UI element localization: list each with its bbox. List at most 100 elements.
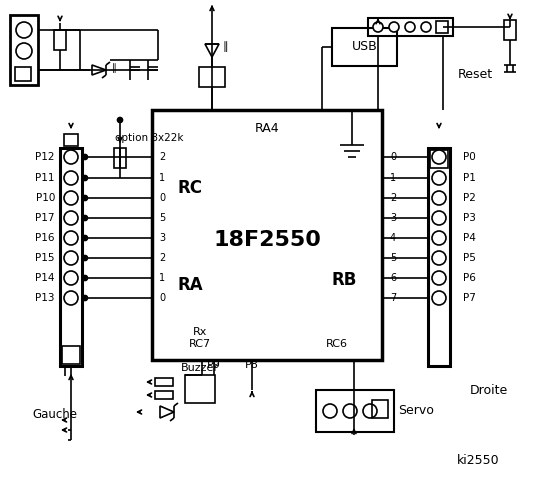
Circle shape xyxy=(64,291,78,305)
Bar xyxy=(504,20,516,40)
Circle shape xyxy=(363,404,377,418)
Circle shape xyxy=(16,22,32,38)
Text: 1: 1 xyxy=(159,273,165,283)
Bar xyxy=(372,400,388,418)
Bar xyxy=(155,378,173,386)
Circle shape xyxy=(82,296,87,300)
Circle shape xyxy=(432,191,446,205)
Circle shape xyxy=(82,195,87,201)
Text: RA4: RA4 xyxy=(255,121,279,134)
Circle shape xyxy=(64,231,78,245)
Circle shape xyxy=(117,118,123,122)
Text: P12: P12 xyxy=(35,152,55,162)
Bar xyxy=(15,67,31,81)
Text: P4: P4 xyxy=(463,233,476,243)
Circle shape xyxy=(389,22,399,32)
Text: 2: 2 xyxy=(390,193,396,203)
Text: 3: 3 xyxy=(390,213,396,223)
Text: P9: P9 xyxy=(207,360,221,370)
Circle shape xyxy=(64,211,78,225)
Text: Gauche: Gauche xyxy=(33,408,77,421)
Text: P13: P13 xyxy=(35,293,55,303)
Bar xyxy=(152,110,382,360)
Circle shape xyxy=(64,171,78,185)
Text: 2: 2 xyxy=(159,253,165,263)
Text: RC7: RC7 xyxy=(189,339,211,349)
Text: ∥: ∥ xyxy=(112,63,117,73)
Text: 3: 3 xyxy=(159,233,165,243)
Bar xyxy=(114,148,126,168)
Text: USB: USB xyxy=(352,40,377,53)
Text: 7: 7 xyxy=(390,293,396,303)
Circle shape xyxy=(432,231,446,245)
Text: 5: 5 xyxy=(390,253,396,263)
Text: 0: 0 xyxy=(159,193,165,203)
Bar xyxy=(436,21,448,33)
Circle shape xyxy=(432,251,446,265)
Text: P14: P14 xyxy=(35,273,55,283)
Text: 0: 0 xyxy=(159,293,165,303)
Text: 5: 5 xyxy=(159,213,165,223)
Bar xyxy=(316,390,394,432)
Bar xyxy=(185,375,215,403)
Text: RA: RA xyxy=(177,276,203,294)
Circle shape xyxy=(64,191,78,205)
Circle shape xyxy=(432,171,446,185)
Bar xyxy=(155,391,173,399)
Circle shape xyxy=(64,150,78,164)
Bar xyxy=(64,134,78,146)
Bar xyxy=(430,150,448,168)
Text: P17: P17 xyxy=(35,213,55,223)
Text: Droite: Droite xyxy=(470,384,508,397)
Text: option 8x22k: option 8x22k xyxy=(115,133,184,143)
Text: Rx: Rx xyxy=(193,327,207,337)
Circle shape xyxy=(64,251,78,265)
Circle shape xyxy=(421,22,431,32)
Text: ∥: ∥ xyxy=(222,42,228,52)
Bar xyxy=(54,30,66,50)
Bar xyxy=(10,15,38,85)
Text: 6: 6 xyxy=(390,273,396,283)
Text: P15: P15 xyxy=(35,253,55,263)
Text: RC: RC xyxy=(178,179,202,197)
Text: RC6: RC6 xyxy=(326,339,348,349)
Text: ki2550: ki2550 xyxy=(457,454,500,467)
Text: P2: P2 xyxy=(463,193,476,203)
Circle shape xyxy=(432,271,446,285)
Text: 1: 1 xyxy=(390,173,396,183)
Text: P7: P7 xyxy=(463,293,476,303)
Circle shape xyxy=(82,236,87,240)
Text: P16: P16 xyxy=(35,233,55,243)
Circle shape xyxy=(82,255,87,261)
Circle shape xyxy=(432,150,446,164)
Circle shape xyxy=(432,291,446,305)
Text: P5: P5 xyxy=(463,253,476,263)
Text: P1: P1 xyxy=(463,173,476,183)
Circle shape xyxy=(82,155,87,159)
Bar xyxy=(62,346,80,364)
Circle shape xyxy=(343,404,357,418)
Circle shape xyxy=(82,276,87,280)
Circle shape xyxy=(16,43,32,59)
Bar xyxy=(332,28,397,66)
Circle shape xyxy=(82,176,87,180)
Text: Buzzer: Buzzer xyxy=(181,363,219,373)
Text: Servo: Servo xyxy=(398,405,434,418)
Circle shape xyxy=(64,271,78,285)
Circle shape xyxy=(323,404,337,418)
Bar xyxy=(368,18,453,36)
Text: P8: P8 xyxy=(245,360,259,370)
Bar xyxy=(199,67,225,87)
Text: P11: P11 xyxy=(35,173,55,183)
Text: P3: P3 xyxy=(463,213,476,223)
Bar xyxy=(60,148,82,366)
Text: P0: P0 xyxy=(463,152,476,162)
Text: 0: 0 xyxy=(390,152,396,162)
Text: P6: P6 xyxy=(463,273,476,283)
Bar xyxy=(428,148,450,366)
Text: RB: RB xyxy=(331,271,357,289)
Text: Reset: Reset xyxy=(457,69,493,82)
Text: 4: 4 xyxy=(390,233,396,243)
Text: 2: 2 xyxy=(159,152,165,162)
Text: 18F2550: 18F2550 xyxy=(213,230,321,250)
